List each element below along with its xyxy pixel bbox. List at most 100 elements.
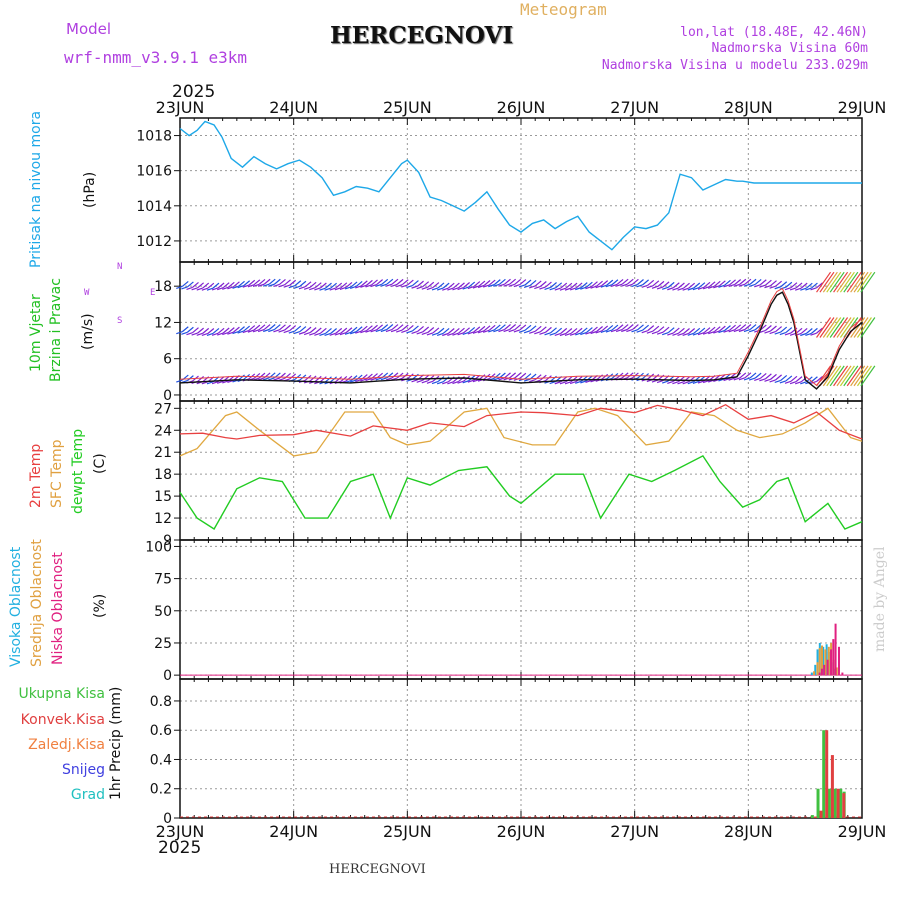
wind-barb [514, 278, 522, 285]
wind-barb [575, 282, 583, 289]
wind-barb [652, 280, 660, 287]
wind-barb [779, 332, 787, 336]
wind-barb [488, 373, 496, 380]
wind-barb [478, 325, 486, 332]
x-day-label-bottom: 29JUN [838, 822, 887, 841]
wind-barb [545, 281, 552, 288]
wind-barb [340, 282, 348, 289]
wind-barb [846, 271, 862, 293]
wind-barb [733, 329, 740, 333]
wind-barb [718, 330, 725, 334]
wind-barb [380, 328, 388, 333]
wind-barb [718, 280, 726, 287]
wind-barb [248, 279, 256, 286]
legend-frozen-rain: Zaledj.Kisa [28, 737, 105, 753]
y-tick-label: 25 [154, 636, 172, 652]
x-day-label-top: 24JUN [269, 98, 318, 117]
wind-barb [605, 284, 613, 288]
wind-barb [421, 286, 428, 290]
wind-barb [334, 332, 342, 336]
wind-barb [826, 271, 842, 293]
x-day-label-bottom: 28JUN [724, 822, 773, 841]
wind-barb [436, 332, 444, 337]
wind-barb [744, 372, 752, 379]
wind-barb [784, 332, 792, 336]
wind-barb [744, 278, 752, 285]
wind-barb [472, 379, 480, 383]
wind-barb [560, 282, 568, 289]
wind-barb [723, 329, 730, 333]
legend-total-rain: Ukupna Kisa [18, 686, 105, 702]
wind-barb [580, 331, 587, 336]
wind-barb [242, 329, 249, 334]
wind-barb [488, 279, 496, 286]
wind-barb [790, 282, 798, 289]
wind-barb [810, 332, 817, 336]
wind-barb [631, 329, 638, 333]
wind-barb [692, 380, 700, 384]
wind-barb [570, 376, 578, 383]
wind-barb [647, 325, 655, 332]
wind-barb [401, 284, 408, 288]
wind-barb [482, 284, 490, 288]
wind-barb [447, 332, 454, 336]
wind-barb [585, 286, 592, 290]
wind-barb [437, 282, 445, 289]
wind-barb [376, 324, 384, 331]
wind-barb [283, 329, 290, 334]
wind-barb [238, 374, 245, 381]
wind-barb [406, 279, 414, 286]
wind-barb [529, 330, 536, 334]
wind-barb [575, 287, 582, 291]
wind-barb [427, 327, 435, 333]
y-tick-label: 18 [154, 279, 172, 295]
wind-barb [559, 381, 567, 385]
wind-barb [539, 286, 546, 290]
wind-barb [417, 280, 424, 287]
wind-barb [733, 283, 740, 287]
wind-barb [816, 317, 832, 338]
wind-barb [349, 379, 357, 383]
wind-barb [181, 326, 189, 333]
wind-barb [375, 377, 382, 381]
compass-n: N [117, 262, 123, 272]
wind-barb [416, 331, 423, 335]
wind-barb [233, 326, 240, 333]
wind-barb [738, 328, 746, 333]
wind-barb [519, 279, 527, 286]
wind-barb [657, 280, 665, 287]
wind-barb [391, 372, 399, 379]
compass-e: E [150, 288, 156, 298]
wind-barb [534, 285, 541, 290]
wind-barb [258, 324, 266, 331]
wind-barb [601, 280, 609, 287]
wind-barb [615, 328, 623, 333]
precip-bar [813, 816, 817, 818]
wind-barb [360, 325, 368, 332]
wind-barb [575, 327, 583, 334]
wind-barb [222, 282, 230, 289]
wind-gust-line [179, 287, 863, 386]
wind-barb [360, 284, 367, 288]
wind-barb [339, 286, 347, 290]
wind-barb [442, 282, 450, 289]
lonlat-text: lon,lat (18.48E, 42.46N) [680, 25, 868, 40]
wind-barb [702, 331, 710, 335]
cloud-bar [824, 649, 827, 676]
wind-barb [662, 281, 670, 288]
compass-w: W [84, 288, 90, 298]
wind-barb [206, 332, 214, 337]
wind-barb [529, 379, 536, 383]
wind-barb [534, 325, 542, 332]
wind-barb [442, 287, 449, 291]
wind-barb [192, 327, 199, 334]
wind-barb [452, 287, 459, 291]
wind-barb [247, 284, 255, 288]
wind-barb [288, 330, 295, 334]
wind-barb [575, 380, 582, 384]
wind-barb [298, 331, 306, 335]
wind-barb [472, 285, 480, 289]
y-tick-label: 24 [154, 423, 172, 439]
wind-barb [442, 332, 449, 337]
x-day-label-bottom: 23JUN [156, 822, 205, 841]
